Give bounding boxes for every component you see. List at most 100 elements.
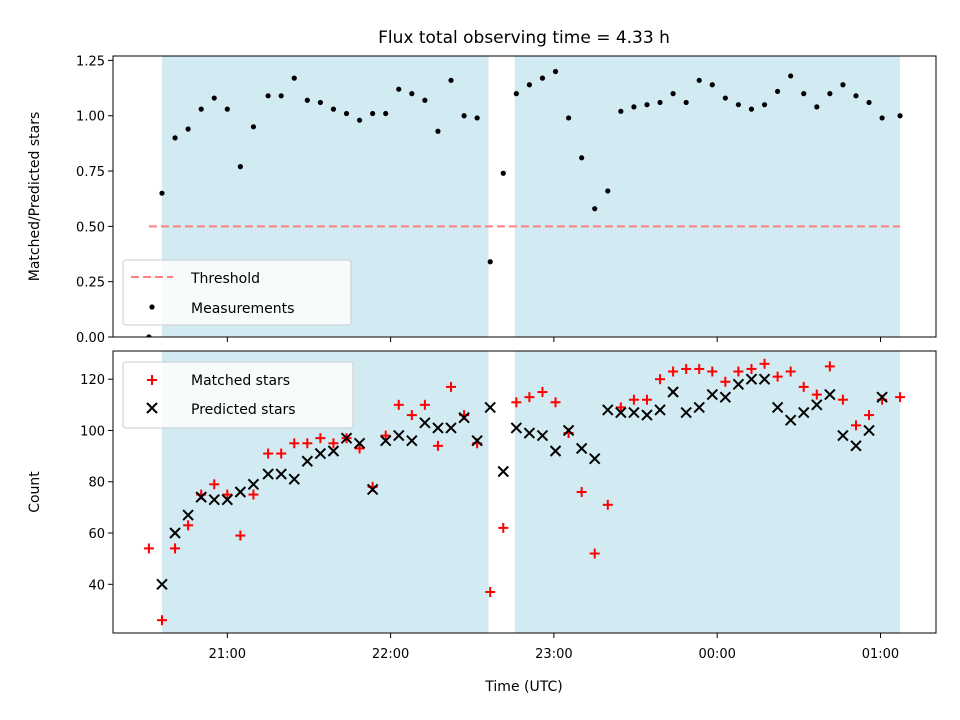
measurement-point bbox=[897, 113, 903, 119]
y-tick-label: 60 bbox=[88, 527, 105, 542]
predicted-star-point bbox=[667, 386, 679, 398]
cross-b bbox=[536, 429, 549, 442]
cross-b bbox=[182, 509, 194, 521]
predicted-star-point bbox=[221, 493, 234, 506]
measurement-point bbox=[618, 108, 624, 114]
measurement-point bbox=[565, 115, 572, 121]
measurement-point bbox=[579, 155, 585, 161]
x-tick-label: 01:00 bbox=[862, 647, 899, 662]
predicted-star-point bbox=[484, 401, 496, 414]
cross-b bbox=[445, 422, 457, 434]
matched-star-point bbox=[393, 399, 404, 410]
predicted-star-point bbox=[798, 406, 810, 419]
cross-b bbox=[288, 473, 300, 485]
predicted-star-point bbox=[301, 455, 314, 467]
matched-star-point bbox=[864, 410, 875, 421]
measurement-point bbox=[761, 102, 768, 108]
predicted-star-point bbox=[353, 437, 366, 449]
measurement-point bbox=[526, 82, 532, 88]
measurement-point bbox=[840, 82, 846, 88]
measurement-point bbox=[198, 106, 204, 112]
matched-star-point bbox=[498, 522, 509, 533]
cross-b bbox=[837, 429, 849, 442]
cross-b bbox=[379, 435, 392, 447]
predicted-star-point bbox=[876, 391, 888, 403]
matched-star-point bbox=[895, 392, 906, 403]
matched-star-point bbox=[733, 366, 744, 377]
y-tick-label: 0.25 bbox=[76, 276, 105, 291]
predicted-star-point bbox=[850, 440, 862, 452]
legend-label-matched: Matched stars bbox=[191, 373, 290, 389]
measurement-point bbox=[250, 124, 257, 130]
predicted-star-point bbox=[497, 465, 509, 478]
predicted-star-point bbox=[549, 445, 562, 457]
matched-star-point bbox=[798, 381, 809, 392]
matched-star-point bbox=[485, 586, 496, 597]
cross-b bbox=[758, 373, 771, 385]
measurement-point bbox=[211, 95, 217, 101]
cross-b bbox=[667, 386, 679, 398]
measurement-point bbox=[237, 164, 243, 170]
matched-star-point bbox=[406, 410, 417, 421]
cross-b bbox=[353, 437, 366, 449]
cross-b bbox=[366, 483, 379, 496]
measurement-point bbox=[448, 77, 454, 83]
matched-star-point bbox=[589, 548, 600, 559]
predicted-star-point bbox=[771, 401, 784, 414]
measurement-point bbox=[330, 106, 337, 112]
matched-star-point bbox=[759, 358, 770, 369]
predicted-star-point bbox=[366, 483, 379, 496]
matched-star-point bbox=[511, 397, 522, 408]
matched-star-point bbox=[615, 402, 626, 413]
predicted-star-point bbox=[379, 435, 392, 447]
predicted-star-point bbox=[811, 399, 823, 411]
measurement-point bbox=[605, 188, 611, 194]
predicted-star-point bbox=[156, 578, 168, 590]
measurement-point bbox=[879, 115, 885, 121]
predicted-star-point bbox=[510, 422, 523, 434]
matched-star-point bbox=[432, 440, 443, 451]
measurement-point bbox=[775, 88, 781, 95]
chart-title: Flux total observing time = 4.33 h bbox=[378, 28, 670, 48]
measurement-point bbox=[539, 75, 546, 81]
predicted-star-point bbox=[706, 388, 718, 401]
predicted-star-point bbox=[523, 427, 536, 439]
predicted-star-point bbox=[471, 435, 483, 447]
predicted-star-point bbox=[895, 682, 905, 692]
cross-b bbox=[575, 442, 588, 455]
cross-b bbox=[771, 401, 784, 414]
cross-b bbox=[523, 427, 536, 439]
predicted-star-point bbox=[719, 391, 732, 403]
measurement-point bbox=[657, 99, 663, 106]
measurement-point bbox=[146, 334, 152, 337]
matched-star-point bbox=[824, 361, 835, 372]
measurement-point bbox=[644, 102, 650, 108]
measurement-point bbox=[343, 110, 350, 117]
legend: Matched stars Predicted stars bbox=[122, 361, 354, 429]
matched-star-point bbox=[681, 363, 692, 374]
cross-b bbox=[247, 478, 260, 491]
cross-b bbox=[340, 432, 353, 444]
legend-predicted-swatch bbox=[146, 402, 158, 414]
measurement-point bbox=[500, 170, 506, 176]
measurement-point bbox=[370, 110, 376, 117]
legend: Threshold Measurements bbox=[122, 259, 352, 326]
cross-b bbox=[275, 468, 287, 480]
cross-b bbox=[602, 404, 614, 416]
cross-b bbox=[169, 527, 181, 539]
measurement-point bbox=[592, 206, 598, 212]
matched-star-point bbox=[694, 363, 705, 374]
measurement-point bbox=[396, 86, 402, 92]
matched-star-point bbox=[707, 366, 718, 377]
predicted-star-point bbox=[169, 527, 181, 539]
cross-b bbox=[262, 468, 274, 480]
data-marks bbox=[143, 358, 906, 692]
matched-star-point bbox=[537, 387, 548, 398]
top-panel-matched-predicted-ratio: 0.00 0.25 0.50 0.75 1.00 1.25 Matched/Predicte… bbox=[27, 54, 937, 346]
predicted-star-point bbox=[275, 468, 287, 480]
cross-b bbox=[719, 391, 732, 403]
axes-frame bbox=[112, 350, 937, 634]
matched-star-point bbox=[628, 394, 639, 405]
matched-star-point bbox=[328, 438, 339, 449]
